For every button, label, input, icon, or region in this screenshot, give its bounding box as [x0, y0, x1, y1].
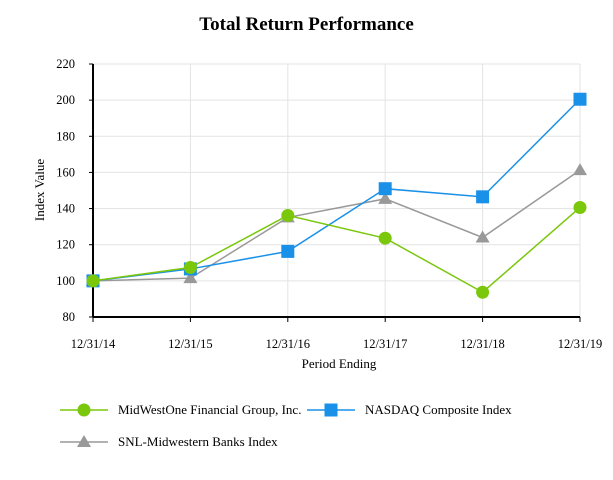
data-point-square [281, 244, 295, 258]
y-axis-label: Index Value [32, 159, 47, 221]
y-tick-label: 140 [56, 202, 75, 216]
data-point-circle [378, 231, 392, 245]
y-tick-label: 220 [56, 57, 75, 71]
data-point-triangle [573, 163, 587, 176]
data-point-circle [183, 260, 197, 274]
data-point-triangle [475, 230, 490, 243]
x-tick-label: 12/31/14 [71, 337, 116, 351]
x-tick-label: 12/31/19 [558, 337, 602, 351]
y-tick-label: 160 [56, 165, 75, 179]
data-point-triangle [378, 191, 393, 204]
data-point-square [573, 92, 587, 106]
series-line-circle [92, 206, 581, 294]
data-point-circle [86, 274, 100, 288]
x-tick-label: 12/31/18 [460, 337, 504, 351]
series-line-triangle [92, 169, 581, 282]
x-tick-label: 12/31/15 [168, 337, 212, 351]
data-point-circle [476, 285, 490, 299]
legend-label: SNL-Midwestern Banks Index [118, 434, 278, 449]
x-tick-label: 12/31/17 [363, 337, 407, 351]
data-point-square [378, 182, 392, 196]
data-point-triangle [183, 271, 198, 284]
data-point-circle [573, 200, 587, 214]
data-point-square [476, 190, 490, 204]
legend-label: NASDAQ Composite Index [365, 402, 512, 417]
chart-title: Total Return Performance [199, 14, 414, 35]
x-axis-label: Period Ending [302, 356, 377, 371]
y-tick-label: 120 [56, 238, 75, 252]
x-tick-label: 12/31/16 [266, 337, 310, 351]
legend-marker-circle [77, 403, 91, 417]
legend-label: MidWestOne Financial Group, Inc. [118, 402, 301, 417]
y-tick-label: 80 [63, 310, 76, 324]
y-tick-label: 180 [56, 129, 75, 143]
legend-marker-square [324, 403, 338, 417]
data-point-circle [281, 208, 295, 222]
series-line-square [92, 98, 581, 282]
y-tick-label: 100 [56, 274, 75, 288]
y-tick-label: 200 [56, 93, 75, 107]
legend-marker-triangle [77, 435, 91, 447]
